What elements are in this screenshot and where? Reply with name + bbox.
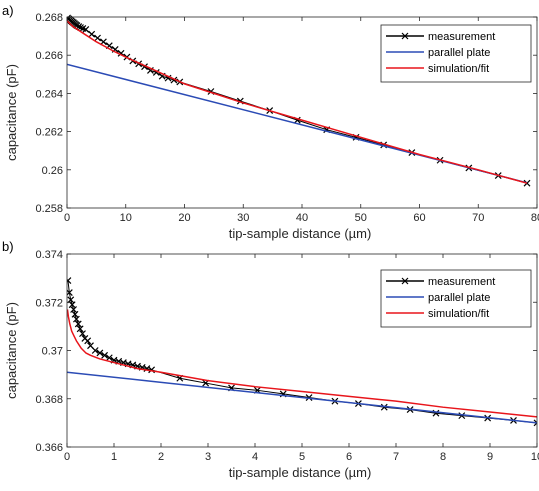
data-point — [72, 315, 80, 323]
x-tick-label: 6 — [346, 451, 352, 463]
data-point — [105, 354, 113, 362]
legend-label: parallel plate — [428, 292, 490, 304]
x-tick-label: 80 — [531, 212, 539, 224]
data-point — [76, 325, 84, 333]
y-axis-label: capacitance (pF) — [4, 64, 19, 161]
x-axis-label: tip-sample distance (µm) — [229, 465, 372, 480]
legend-item: parallel plate — [386, 292, 490, 304]
data-point — [82, 25, 90, 33]
y-tick-label: 0.368 — [35, 394, 63, 406]
legend-label: parallel plate — [428, 47, 490, 59]
y-tick-label: 0.26 — [42, 165, 63, 177]
data-point — [68, 301, 76, 309]
legend-marker — [401, 32, 409, 40]
x-tick-label: 9 — [487, 451, 493, 463]
chart-panel-b: 0 1 2 3 4 5 6 7 8 9 10 0.366 0.368 0.37 0.372 0.374 tip-… — [2, 239, 539, 480]
legend-label: measurement — [428, 276, 495, 288]
x-tick-label: 0 — [64, 212, 70, 224]
x-tick-label: 4 — [252, 451, 258, 463]
series-line — [67, 309, 537, 418]
series-simulation-fit — [67, 309, 537, 418]
x-tick-label: 3 — [205, 451, 211, 463]
x-tick-label: 10 — [120, 212, 132, 224]
y-tick-label: 0.372 — [35, 297, 63, 309]
x-tick-label: 40 — [296, 212, 308, 224]
y-tick-label: 0.374 — [35, 249, 63, 261]
legend: measurement parallel plate simulation/fit — [380, 269, 532, 328]
data-point — [94, 34, 101, 42]
data-point — [67, 277, 72, 284]
x-tick-label: 70 — [472, 212, 484, 224]
x-tick-label: 20 — [178, 212, 190, 224]
series-simulation-fit — [67, 20, 528, 184]
y-tick-label: 0.268 — [35, 12, 63, 24]
data-point — [71, 310, 79, 318]
x-tick-label: 0 — [64, 451, 70, 463]
y-tick-label: 0.266 — [35, 50, 63, 62]
x-tick-label: 7 — [393, 451, 399, 463]
legend-item: measurement — [386, 31, 495, 43]
legend-marker — [401, 277, 409, 285]
legend: measurement parallel plate simulation/fit — [380, 24, 532, 83]
data-point — [305, 394, 313, 401]
y-tick-label: 0.262 — [35, 127, 63, 139]
data-point — [91, 347, 99, 354]
data-point — [84, 337, 92, 345]
data-point — [79, 330, 86, 338]
data-point — [380, 403, 388, 411]
y-axis-label: capacitance (pF) — [4, 302, 19, 399]
x-tick-label: 30 — [237, 212, 249, 224]
chart-panel-a: 0 10 20 30 40 50 60 70 80 0.258 0.26 0.262 0.264 0.26… — [2, 3, 539, 241]
series-line — [67, 20, 528, 184]
data-point — [96, 349, 104, 357]
data-point — [523, 179, 531, 187]
y-tick-label: 0.366 — [35, 442, 63, 454]
panel-label: b) — [2, 239, 14, 254]
data-point — [70, 306, 78, 313]
data-point — [101, 351, 109, 359]
legend-item: simulation/fit — [386, 308, 489, 320]
data-point — [533, 419, 537, 427]
series-parallel-plate — [67, 371, 537, 424]
legend-item: parallel plate — [386, 47, 490, 59]
legend-label: measurement — [428, 31, 495, 43]
x-tick-label: 5 — [299, 451, 305, 463]
data-point — [74, 320, 82, 328]
legend-item: simulation/fit — [386, 63, 489, 75]
panel-label: a) — [2, 3, 14, 18]
x-tick-label: 60 — [413, 212, 425, 224]
y-tick-label: 0.37 — [42, 346, 63, 358]
data-point — [88, 30, 96, 38]
x-tick-label: 8 — [440, 451, 446, 463]
data-point — [67, 296, 75, 304]
y-tick-label: 0.264 — [35, 88, 63, 100]
x-axis-label: tip-sample distance (µm) — [229, 226, 372, 241]
legend-label: simulation/fit — [428, 308, 489, 320]
legend-item: measurement — [386, 276, 495, 288]
x-tick-label: 10 — [531, 451, 539, 463]
x-tick-label: 2 — [158, 451, 164, 463]
x-tick-label: 50 — [355, 212, 367, 224]
data-point — [458, 412, 466, 420]
legend-label: simulation/fit — [428, 63, 489, 75]
x-tick-label: 1 — [111, 451, 117, 463]
y-tick-label: 0.258 — [35, 203, 63, 215]
series-line — [67, 371, 537, 424]
